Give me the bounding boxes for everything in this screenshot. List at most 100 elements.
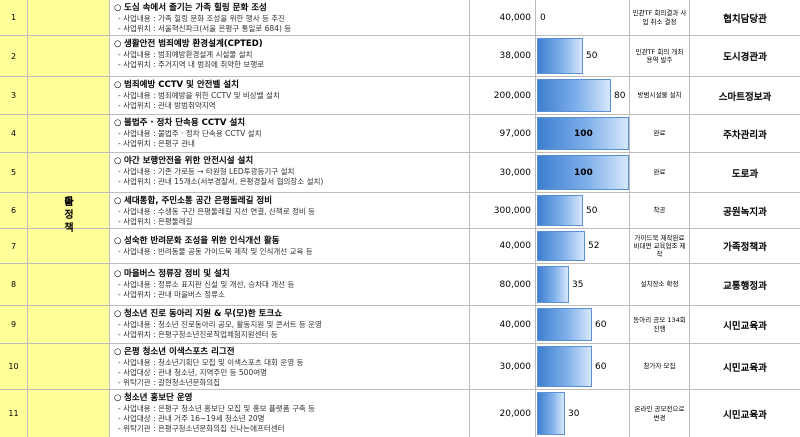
table-row[interactable]: 11 ○ 청소년 홍보단 운영 - 사업내용 : 은평구 청소년 홍보단 모집 및… [0,390,800,437]
project-description: ○ 청소년 홍보단 운영 - 사업내용 : 은평구 청소년 홍보단 모집 및 홍보… [110,390,470,437]
table-row[interactable]: 6 ○ 세대통합, 주민소통 공간 은평둘레길 정비 - 사업내용 : 수생동 구… [0,193,800,229]
progress-bar [537,155,629,190]
progress-bar [537,346,592,387]
progress-bar [537,266,569,303]
department-cell: 도시경관과 [723,52,767,63]
project-detail: - 사업내용 : 반려동물 공동 가이드북 제작 및 인식개선 교육 등 [118,247,313,256]
circle-bullet-icon: ○ [114,309,122,319]
project-description: ○ 생활안전 범죄예방 환경설계(CPTED) - 사업내용 : 범죄예방환경설계… [110,36,470,76]
progress-bar [537,392,565,435]
circle-bullet-icon: ○ [114,39,122,49]
category-cell [28,193,110,228]
table-row[interactable]: 2 ○ 생활안전 범죄예방 환경설계(CPTED) - 사업내용 : 범죄예방환경… [0,36,800,77]
status-cell: 참가자 모집 [630,344,690,389]
progress-bar [537,38,583,74]
project-detail: - 사업위치 : 서울혁신파크(서울 은평구 통일로 684) 등 [118,24,292,33]
project-title: 범죄예방 CCTV 및 안전벨 설치 [124,80,239,90]
circle-bullet-icon: ○ [114,269,122,279]
row-number: 10 [0,344,28,389]
progress-bar [537,79,611,112]
status-cell: 설치장소 확정 [630,264,690,305]
project-description: ○ 야간 보행안전을 위한 안전시설 설치 - 사업내용 : 기존 가로등 → 타… [110,153,470,192]
project-detail: - 사업내용 : 은평구 청소년 홍보단 모집 및 홍보 플랫폼 구축 등 [118,404,316,413]
project-detail: - 사업위치 : 은평구청소년진로직업체험지원센터 등 [118,330,278,339]
category-cell [28,0,110,35]
department-cell: 시민교육과 [723,409,767,421]
table-row[interactable]: 10 ○ 은평 청소년 이색스포츠 리그전 - 사업내용 : 청소년기획단 모집 … [0,344,800,390]
project-title: 마을버스 정류장 정비 및 설치 [124,269,230,279]
circle-bullet-icon: ○ [114,393,122,403]
table-row[interactable]: 7 ○ 성숙한 반려문화 조성을 위한 인식개선 활동 - 사업내용 : 반려동물… [0,229,800,264]
table-row[interactable]: 5 ○ 야간 보행안전을 위한 안전시설 설치 - 사업내용 : 기존 가로등 →… [0,153,800,193]
department-cell: 시민교육과 [723,320,767,332]
project-detail: - 사업내용 : 청소년 진로동아리 공모, 활동지원 및 콘서트 등 운영 [118,320,322,329]
category-cell [28,390,110,437]
circle-bullet-icon: ○ [114,118,122,128]
project-detail: - 위탁기관 : 갈현청소년문화의집 [118,378,221,387]
circle-bullet-icon: ○ [114,80,122,90]
status-cell: 민관TF 회의 개최 용역 발주 [630,36,690,76]
status-cell: 가이드북 제작완료 비대면 교육협조 제작 [630,229,690,263]
table-row[interactable]: 1 ○ 도심 속에서 즐기는 가족 힐링 문화 조성 - 사업내용 : 가족 힐링… [0,0,800,36]
project-detail: - 사업내용 : 범죄예방환경설계 시설물 설치 [118,50,253,59]
progress-label: 60 [595,319,607,330]
circle-bullet-icon: ○ [114,236,122,246]
budget-cell: 40,000 [470,229,536,263]
project-title: 도심 속에서 즐기는 가족 힐링 문화 조성 [124,3,267,13]
status-cell: 동아리 공모 134회 진행 [630,306,690,343]
table-row[interactable]: 3 ○ 범죄예방 CCTV 및 안전벨 설치 - 사업내용 : 범죄예방을 위한 … [0,77,800,115]
category-char: 정 [64,209,74,221]
budget-cell: 80,000 [470,264,536,305]
project-detail: - 사업위치 : 관내 방범취약지역 [118,101,216,110]
project-description: ○ 성숙한 반려문화 조성을 위한 인식개선 활동 - 사업내용 : 반려동물 공… [110,229,470,263]
progress-label: 100 [574,128,593,139]
project-title: 은평 청소년 이색스포츠 리그전 [124,347,235,357]
project-detail: - 사업위치 : 관내 15개소(서부경찰서, 은평경찰서 협의장소 설치) [118,177,324,186]
department-cell: 교통행정과 [723,280,767,292]
project-title: 불법주 · 정차 단속용 CCTV 설치 [124,118,246,128]
progress-cell: 60 [536,306,630,343]
project-title: 생활안전 범죄예방 환경설계(CPTED) [124,39,263,49]
progress-cell: 100 [536,115,630,152]
row-number: 8 [0,264,28,305]
project-detail: - 사업내용 : 불법주 · 정차 단속용 CCTV 설치 [118,129,262,138]
department-cell: 주차관리과 [723,129,767,141]
category-cell [28,36,110,76]
category-cell [28,77,110,114]
project-description: ○ 마을버스 정류장 정비 및 설치 - 사업내용 : 정류소 표지판 신설 및 … [110,264,470,305]
department-cell: 스마트정보과 [718,91,772,103]
project-description: ○ 청소년 진로 동아리 지원 & 무(모)한 토크쇼 - 사업내용 : 청소년 … [110,306,470,343]
progress-bar [537,195,583,226]
status-cell: 착공 [630,193,690,228]
project-title: 성숙한 반려문화 조성을 위한 인식개선 활동 [124,236,280,246]
progress-label: 35 [572,279,584,290]
progress-cell: 50 [536,193,630,228]
project-detail: - 사업내용 : 범죄예방을 위한 CCTV 및 비상벨 설치 [118,91,280,100]
project-detail: - 위탁기관 : 은평구청소년문화의집 신나는애프터센터 [118,424,285,433]
project-description: ○ 세대통합, 주민소통 공간 은평둘레길 정비 - 사업내용 : 수생동 구간 … [110,193,470,228]
table-row[interactable]: 9 ○ 청소년 진로 동아리 지원 & 무(모)한 토크쇼 - 사업내용 : 청소… [0,306,800,344]
progress-cell: 0 [536,0,630,35]
project-title: 청소년 진로 동아리 지원 & 무(모)한 토크쇼 [124,309,283,319]
row-number: 2 [0,36,28,76]
circle-bullet-icon: ○ [114,196,122,206]
project-description: ○ 은평 청소년 이색스포츠 리그전 - 사업내용 : 청소년기획단 모집 및 이… [110,344,470,389]
project-detail: - 사업대상 : 관내 거주 16~19세 청소년 20명 [118,414,265,423]
status-cell: 완료 [630,153,690,192]
budget-cell: 300,000 [470,193,536,228]
row-number: 3 [0,77,28,114]
status-cell: 완료 [630,115,690,152]
category-char: 마 [64,196,74,208]
status-cell: 민관TF 회의결과 사업 취소 결정 [630,0,690,35]
table-row[interactable]: 8 ○ 마을버스 정류장 정비 및 설치 - 사업내용 : 정류소 표지판 신설 … [0,264,800,306]
progress-label: 52 [588,241,600,251]
progress-bar [537,231,585,261]
row-number: 7 [0,229,28,263]
table-row[interactable]: 4 ○ 불법주 · 정차 단속용 CCTV 설치 - 사업내용 : 불법주 · 정… [0,115,800,153]
project-description: ○ 불법주 · 정차 단속용 CCTV 설치 - 사업내용 : 불법주 · 정차 … [110,115,470,152]
budget-cell: 200,000 [470,77,536,114]
project-detail: - 사업내용 : 정류소 표지판 신설 및 개선, 승차대 개선 등 [118,280,295,289]
project-detail: - 사업위치 : 관내 마을버스 정류소 [118,290,225,299]
category-cell [28,115,110,152]
progress-label: 50 [586,205,598,216]
